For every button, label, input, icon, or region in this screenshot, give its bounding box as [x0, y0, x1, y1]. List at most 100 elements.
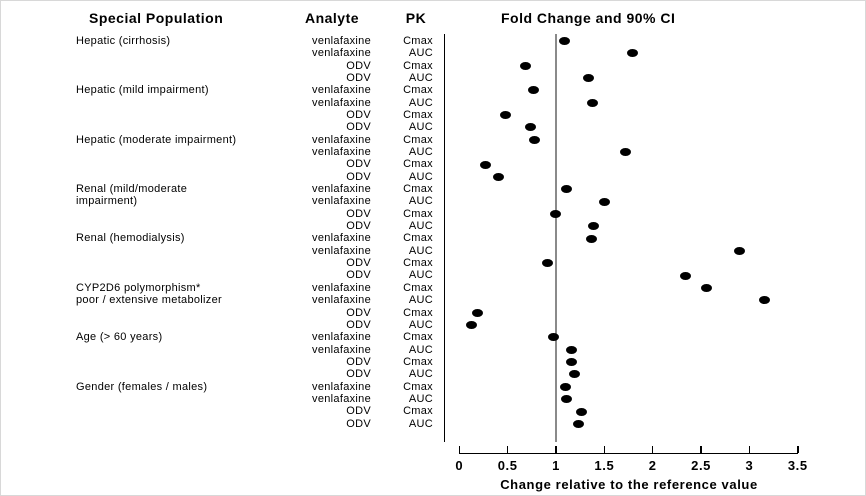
population-label [76, 97, 288, 109]
analyte-label: ODV [346, 121, 371, 134]
population-label [76, 319, 288, 331]
fold-change-point [561, 395, 573, 404]
population-label [76, 121, 288, 133]
x-axis-tick-mark [458, 446, 461, 453]
analyte-label: ODV [346, 207, 371, 220]
pk-label: Cmax [403, 281, 433, 294]
fold-change-point [560, 382, 572, 391]
fold-change-point [493, 172, 505, 181]
analyte-label: venlafaxine [312, 392, 371, 405]
fold-change-point [680, 271, 692, 280]
fold-change-point [541, 259, 553, 268]
analyte-label: venlafaxine [312, 145, 371, 158]
analyte-label: ODV [346, 355, 371, 368]
x-axis-tick-label: 0 [455, 458, 464, 473]
x-axis-line [458, 452, 798, 454]
analyte-label: ODV [346, 220, 371, 233]
column-header-analyte: Analyte [304, 10, 360, 26]
analyte-label: venlafaxine [312, 343, 371, 356]
x-axis-tick-label: 0.5 [497, 458, 518, 473]
analyte-label: venlafaxine [312, 133, 371, 146]
fold-change-point [575, 407, 587, 416]
pk-label: Cmax [403, 355, 433, 368]
population-label: CYP2D6 polymorphism* [76, 281, 201, 294]
column-header-special-population: Special Population [89, 10, 224, 26]
pk-label: Cmax [403, 331, 433, 344]
x-axis-tick-mark [555, 446, 557, 453]
analyte-label: ODV [346, 269, 371, 282]
analyte-label: ODV [346, 417, 371, 430]
pk-label: Cmax [403, 232, 433, 245]
x-axis-tick-label: 3 [745, 458, 754, 473]
pk-label: Cmax [403, 183, 433, 195]
population-label: Renal (mild/moderate [76, 183, 188, 195]
reference-line [555, 34, 557, 442]
fold-change-point [598, 197, 610, 206]
population-label [76, 368, 288, 380]
fold-change-point [519, 61, 531, 70]
population-label [76, 60, 288, 72]
population-label [76, 158, 288, 170]
pk-label: AUC [408, 96, 433, 109]
analyte-label: venlafaxine [312, 380, 371, 393]
population-label [76, 356, 288, 368]
x-axis-tick-mark [506, 446, 509, 453]
analyte-label: venlafaxine [312, 294, 371, 307]
analyte-label: ODV [346, 318, 371, 331]
pk-label: AUC [408, 368, 433, 381]
fold-change-point [626, 49, 638, 58]
fold-change-point [561, 185, 573, 194]
analyte-label: ODV [346, 306, 371, 319]
pk-label: AUC [408, 47, 433, 60]
pk-label: AUC [408, 170, 433, 183]
population-label [76, 171, 288, 183]
pk-label: Cmax [403, 257, 433, 270]
pk-label: AUC [408, 121, 433, 134]
pk-label: AUC [408, 294, 433, 307]
x-axis-tick-label: 2.5 [691, 458, 711, 473]
fold-change-point [549, 209, 561, 218]
fold-change-point [583, 74, 595, 83]
fold-change-point [472, 308, 484, 317]
population-label [76, 245, 288, 257]
fold-change-point [565, 345, 577, 354]
pk-label: AUC [408, 71, 433, 84]
analyte-label: venlafaxine [312, 84, 371, 97]
fold-change-point [547, 333, 559, 342]
population-label: Hepatic (mild impairment) [76, 84, 209, 97]
analyte-label: ODV [346, 257, 371, 270]
x-axis-tick-label: 3.5 [787, 458, 808, 473]
pk-label: Cmax [403, 133, 433, 146]
population-label: Age (> 60 years) [76, 331, 163, 344]
population-label [76, 257, 288, 269]
analyte-label: venlafaxine [312, 34, 371, 47]
pk-label: Cmax [403, 207, 433, 220]
population-label [76, 47, 288, 59]
pk-label: AUC [408, 392, 433, 405]
fold-change-point [529, 135, 541, 144]
fold-change-point [525, 123, 537, 132]
fold-change-point [734, 246, 746, 255]
pk-label: Cmax [403, 108, 433, 121]
pk-label: AUC [408, 195, 433, 208]
fold-change-point [620, 148, 632, 157]
x-axis-tick-label: 2 [648, 458, 657, 473]
population-label: impairment) [76, 195, 138, 208]
population-label [76, 405, 288, 417]
population-label: Renal (hemodialysis) [76, 232, 185, 245]
population-label [76, 307, 288, 319]
analyte-label: venlafaxine [312, 195, 371, 208]
population-label [76, 109, 288, 121]
population-label [76, 269, 288, 281]
pk-label: AUC [408, 244, 433, 257]
pk-label: AUC [408, 318, 433, 331]
pk-label: Cmax [403, 405, 433, 418]
pk-label: AUC [408, 269, 433, 282]
population-label [76, 146, 288, 158]
x-axis-tick-label: 1 [552, 458, 560, 473]
fold-change-point [701, 284, 713, 292]
fold-change-point [565, 358, 577, 367]
fold-change-point [466, 321, 478, 330]
population-label [76, 72, 288, 84]
